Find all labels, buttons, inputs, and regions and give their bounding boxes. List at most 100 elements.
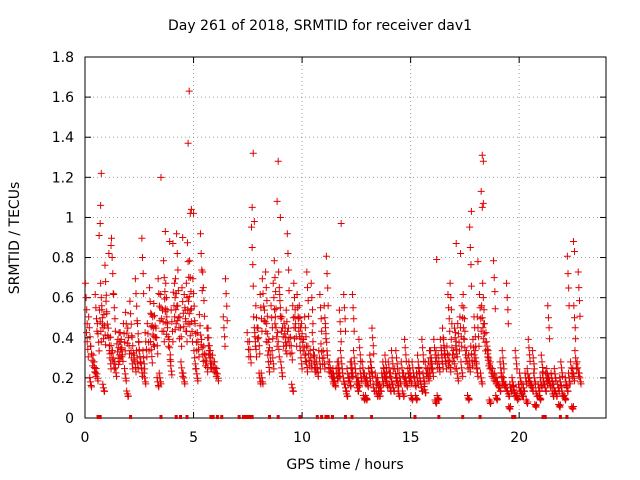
zero-marker — [330, 415, 334, 419]
data-point — [322, 324, 330, 332]
data-point — [488, 365, 496, 373]
data-point — [193, 370, 201, 378]
data-point — [422, 389, 430, 397]
data-point — [477, 369, 485, 377]
data-point — [324, 284, 332, 292]
data-point — [109, 290, 117, 298]
data-point — [560, 392, 568, 400]
data-point — [263, 312, 271, 320]
data-point — [491, 305, 499, 313]
x-tick-label: 10 — [293, 430, 311, 446]
data-point — [473, 364, 481, 372]
data-point — [254, 324, 262, 332]
data-point — [295, 302, 303, 310]
data-point — [363, 378, 371, 386]
data-point — [103, 308, 111, 316]
data-point — [145, 284, 153, 292]
data-point — [568, 404, 576, 412]
data-point — [256, 374, 264, 382]
data-point — [156, 290, 164, 298]
data-point — [514, 395, 522, 403]
data-point-outlier — [569, 238, 577, 246]
data-point-outlier — [478, 203, 486, 211]
data-point — [493, 395, 501, 403]
data-point — [523, 365, 531, 373]
data-point — [317, 304, 325, 312]
data-point — [573, 358, 581, 366]
data-point — [306, 347, 314, 355]
data-point — [92, 372, 100, 380]
data-point — [213, 365, 221, 373]
data-point — [447, 368, 455, 376]
data-point — [221, 342, 229, 350]
data-point — [503, 294, 511, 302]
data-point — [207, 365, 215, 373]
data-point — [81, 279, 89, 287]
data-point — [171, 326, 179, 334]
data-point — [178, 284, 186, 292]
data-point — [213, 370, 221, 378]
data-point-outlier — [479, 157, 487, 165]
data-point — [245, 338, 253, 346]
data-point — [105, 334, 113, 342]
data-point — [147, 338, 155, 346]
data-point — [445, 304, 453, 312]
data-point — [147, 309, 155, 317]
data-point — [567, 358, 575, 366]
data-point — [290, 279, 298, 287]
data-point — [479, 324, 487, 332]
data-point — [499, 354, 507, 362]
data-point — [249, 261, 257, 269]
data-point — [273, 342, 281, 350]
data-point — [309, 338, 317, 346]
data-point — [358, 377, 366, 385]
data-point-outlier — [433, 256, 441, 264]
data-point — [180, 323, 188, 331]
data-point — [262, 284, 270, 292]
data-point — [505, 404, 513, 412]
data-point — [155, 302, 163, 310]
data-point — [572, 354, 580, 362]
data-point — [562, 378, 570, 386]
data-point — [576, 374, 584, 382]
data-point-outlier — [479, 199, 487, 207]
data-point — [162, 318, 170, 326]
data-point — [347, 383, 355, 391]
data-point — [243, 329, 251, 337]
data-point — [542, 369, 550, 377]
data-point — [565, 284, 573, 292]
data-point — [136, 353, 144, 361]
data-point — [503, 279, 511, 287]
data-point — [82, 294, 90, 302]
data-point — [97, 294, 105, 302]
data-point — [292, 320, 300, 328]
data-point — [265, 335, 273, 343]
data-point — [435, 358, 443, 366]
x-axis-label: GPS time / hours — [286, 457, 404, 473]
data-point — [483, 342, 491, 350]
data-point — [397, 358, 405, 366]
zero-marker — [565, 415, 569, 419]
data-point — [333, 358, 341, 366]
data-point — [505, 392, 513, 400]
data-point — [111, 315, 119, 323]
data-point — [446, 358, 454, 366]
data-point — [282, 334, 290, 342]
zero-marker — [211, 415, 215, 419]
data-point — [183, 239, 191, 247]
data-point — [177, 333, 185, 341]
data-point — [198, 287, 206, 295]
zero-marker — [268, 415, 272, 419]
data-point — [450, 324, 458, 332]
data-point — [288, 384, 296, 392]
data-point — [427, 354, 435, 362]
data-point — [573, 365, 581, 373]
data-point — [285, 266, 293, 274]
data-point — [543, 370, 551, 378]
data-point-outlier — [105, 250, 113, 258]
data-point — [170, 279, 178, 287]
data-point — [517, 380, 525, 388]
data-point — [123, 329, 131, 337]
data-point — [379, 364, 387, 372]
data-point — [85, 313, 93, 321]
